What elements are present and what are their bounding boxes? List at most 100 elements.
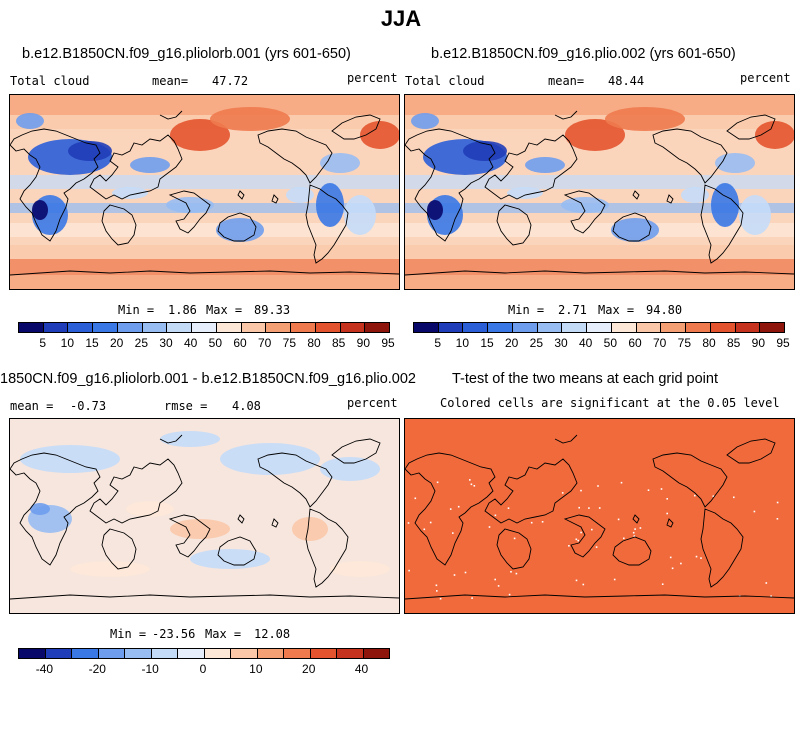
panel3-min-label: Min =: [110, 627, 147, 641]
panel1-mean-value: 47.72: [212, 74, 249, 88]
total-cloud-plio-map: [404, 94, 795, 290]
panel2-mean-value: 48.44: [608, 74, 645, 88]
nonsignificant-cell: [435, 584, 438, 587]
cloud-contour-region: [68, 141, 112, 161]
colorbar-swatch: [462, 323, 488, 332]
nonsignificant-cell: [733, 496, 735, 499]
cloud-contour-region: [561, 197, 609, 213]
nonsignificant-cell: [497, 585, 500, 587]
nonsignificant-cell: [598, 507, 601, 509]
cloud-contour-region: [130, 157, 170, 173]
t-test-significance-map: [404, 418, 795, 614]
colorbar-tick-label: -10: [141, 662, 159, 676]
difference-contour-region: [126, 501, 174, 517]
cloud-band: [405, 223, 794, 237]
colorbar-swatch: [71, 649, 98, 658]
panel4-heading: T-test of the two means at each grid poi…: [452, 371, 718, 387]
cloud-contour-region: [112, 187, 148, 199]
colorbar-tick-label: 10: [60, 336, 74, 350]
colorbar-tick-label: 5: [434, 336, 441, 350]
nonsignificant-cell: [617, 518, 620, 521]
colorbar-tick-label: 15: [85, 336, 99, 350]
figure-title: JJA: [380, 6, 422, 31]
panel1-heading: b.e12.B1850CN.f09_g16.pliolorb.001 (yrs …: [22, 46, 351, 62]
colorbar-swatch: [215, 323, 241, 332]
colorbar-swatch: [256, 649, 283, 658]
colorbar-tick-label: -40: [35, 662, 54, 676]
panel1-mean-label: mean=: [152, 74, 189, 88]
colorbar-swatch: [290, 323, 315, 332]
colorbar-swatch: [191, 323, 216, 332]
nonsignificant-cell: [634, 528, 636, 530]
cloud-contour-region: [32, 200, 48, 220]
nonsignificant-cell: [464, 571, 467, 574]
colorbar-swatch: [610, 323, 636, 332]
cloud-band: [405, 275, 794, 289]
colorbar-swatch: [314, 323, 340, 332]
nonsignificant-cell: [620, 481, 623, 484]
nonsignificant-cell: [669, 556, 672, 559]
nonsignificant-cell: [660, 488, 663, 490]
cloud-contour-region: [360, 121, 399, 149]
difference-contour-region: [330, 561, 390, 577]
colorbar-swatch: [19, 323, 43, 332]
colorbar-swatch: [265, 323, 291, 332]
colorbar-swatch: [364, 323, 390, 332]
nonsignificant-cell: [561, 492, 564, 494]
panel2-colorbar: [413, 322, 785, 333]
nonsignificant-cell: [580, 531, 582, 534]
colorbar-swatch: [42, 323, 68, 332]
colorbar-swatch: [166, 323, 192, 332]
colorbar-swatch: [685, 323, 710, 332]
nonsignificant-cell: [469, 479, 471, 481]
colorbar-swatch: [141, 323, 167, 332]
panel1-min-label: Min =: [118, 303, 155, 317]
colorbar-tick-label: 10: [455, 336, 469, 350]
nonsignificant-cell: [753, 510, 756, 513]
cloud-contour-region: [344, 195, 376, 235]
nonsignificant-cell: [414, 497, 417, 500]
panel3-colorbar: [18, 648, 390, 659]
colorbar-tick-label: 20: [302, 662, 316, 676]
difference-contour-region: [220, 443, 320, 475]
panel2-variable-label: Total cloud: [405, 74, 485, 88]
colorbar-tick-label: 60: [233, 336, 247, 350]
colorbar-tick-label: 75: [282, 336, 296, 350]
cloud-contour-region: [739, 195, 771, 235]
colorbar-tick-label: 40: [183, 336, 198, 350]
total-cloud-pliolorb-map: [9, 94, 400, 290]
panel1-units: percent: [347, 71, 398, 85]
cloud-contour-region: [316, 183, 344, 227]
colorbar-swatch: [759, 323, 785, 332]
nonsignificant-cell: [423, 528, 426, 531]
cloud-band: [405, 95, 794, 115]
colorbar-tick-label: 50: [603, 336, 617, 350]
panel3-rmse-label: rmse =: [164, 399, 208, 413]
nonsignificant-cell: [666, 512, 668, 515]
colorbar-tick-label: 20: [109, 336, 124, 350]
cloud-contour-region: [210, 107, 290, 131]
colorbar-tick-label: 95: [381, 336, 395, 350]
colorbar-tick-label: 5: [39, 336, 46, 350]
nonsignificant-cell: [582, 583, 585, 586]
cloud-contour-region: [216, 218, 264, 242]
colorbar-swatch: [635, 323, 661, 332]
colorbar-tick-label: 70: [652, 336, 667, 350]
panel2-heading: b.e12.B1850CN.f09_g16.plio.002 (yrs 601-…: [431, 46, 736, 62]
colorbar-swatch: [362, 649, 389, 658]
colorbar-swatch: [309, 649, 336, 658]
colorbar-tick-label: 0: [199, 662, 207, 676]
nonsignificant-cell: [588, 507, 590, 509]
difference-contour-region: [320, 457, 380, 481]
nonsignificant-cell: [513, 537, 516, 540]
nonsignificant-cell: [578, 506, 580, 509]
cloud-band: [10, 275, 399, 289]
panel2-min-label: Min =: [508, 303, 545, 317]
cloud-band: [405, 259, 794, 275]
colorbar-swatch: [177, 649, 204, 658]
nonsignificant-cell: [633, 535, 636, 537]
coastline: [405, 110, 794, 276]
colorbar-swatch: [660, 323, 686, 332]
nonsignificant-cell: [623, 537, 625, 540]
nonsignificant-cell: [449, 508, 452, 510]
